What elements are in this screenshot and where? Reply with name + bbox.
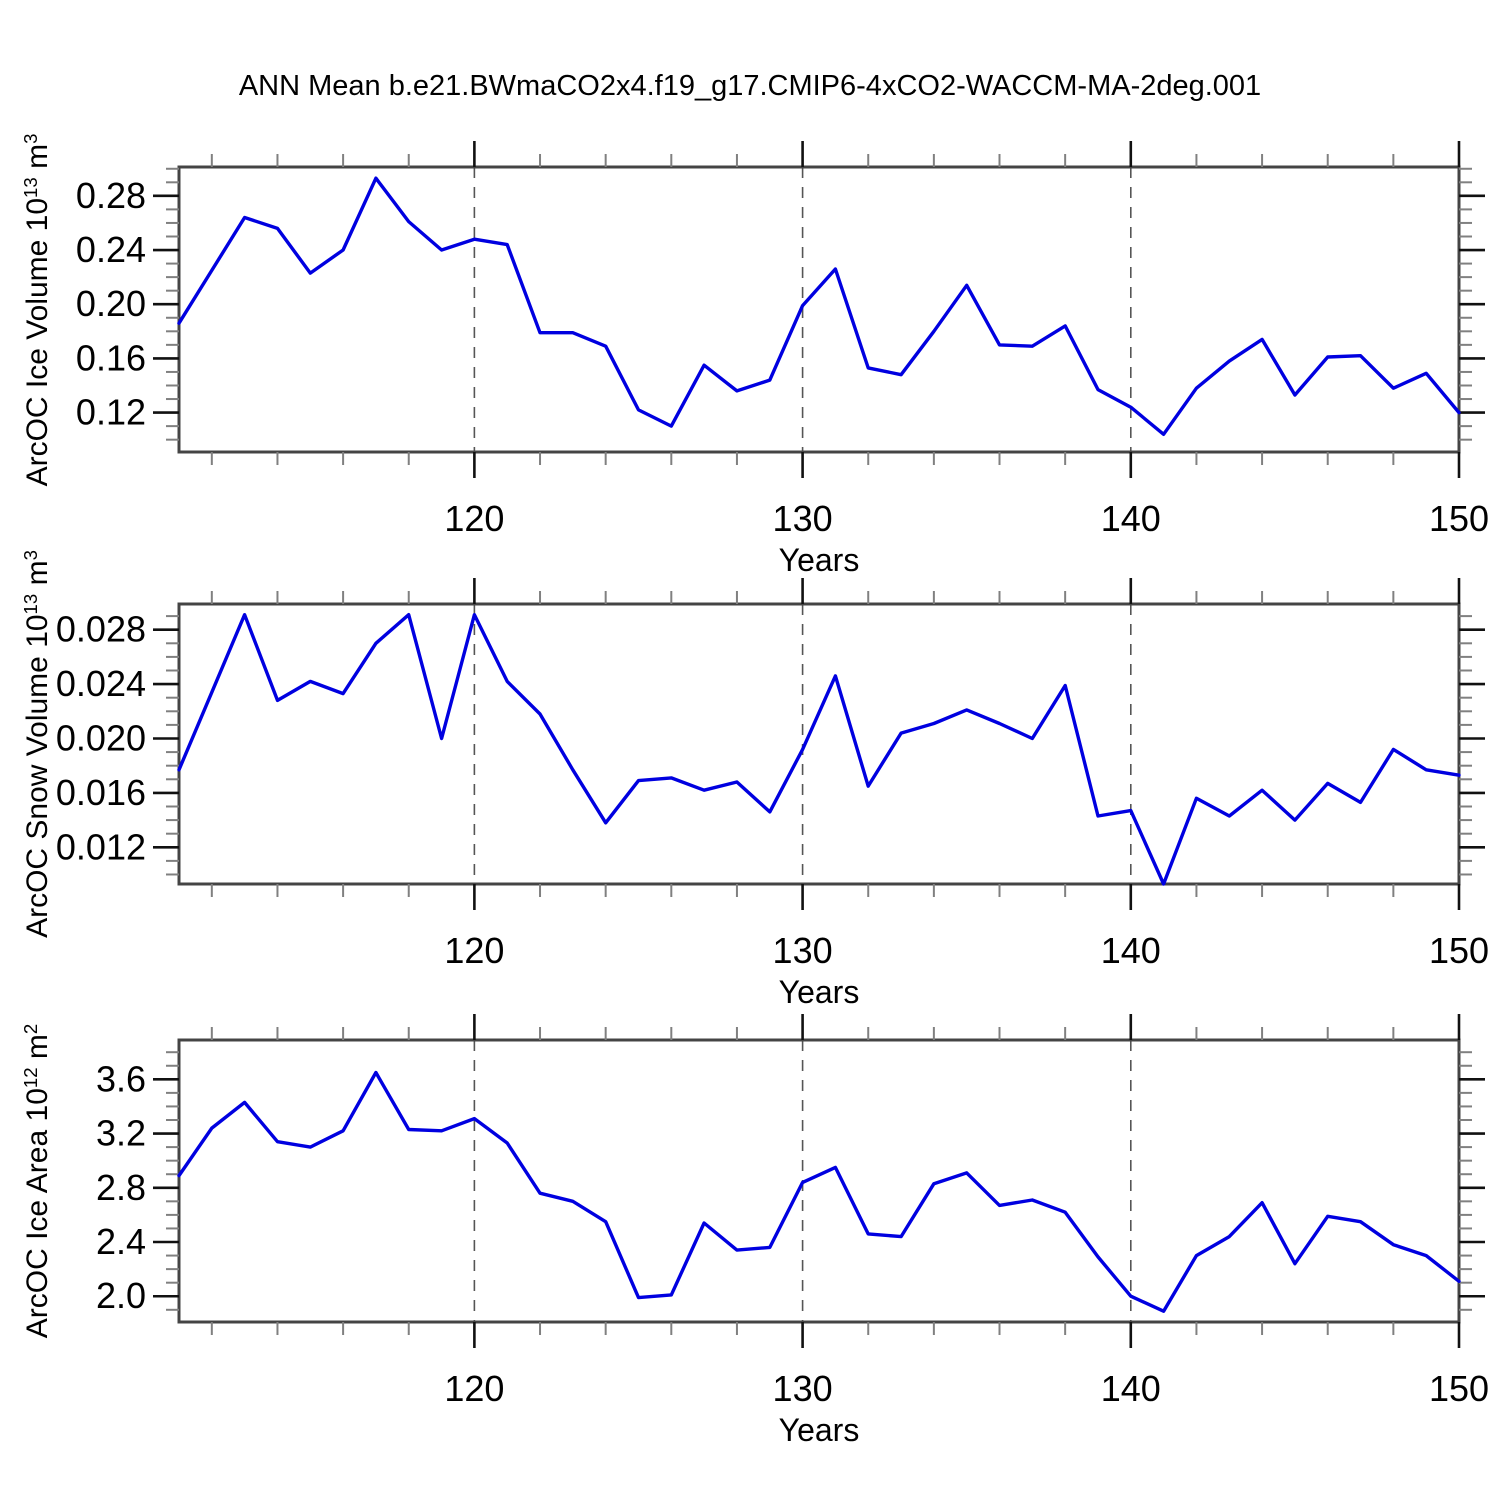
y-tick-label: 2.0 bbox=[96, 1275, 146, 1316]
plot-border bbox=[177, 165, 1461, 454]
figure-title: ANN Mean b.e21.BWmaCO2x4.f19_g17.CMIP6-4… bbox=[238, 70, 1262, 102]
x-axis-label: Years bbox=[779, 974, 860, 1010]
y-tick-label: 0.024 bbox=[56, 663, 146, 704]
y-tick-label: 2.4 bbox=[96, 1221, 146, 1262]
y-tick-label: 2.8 bbox=[96, 1167, 146, 1208]
y-tick-label: 0.20 bbox=[76, 283, 146, 324]
plot-border bbox=[177, 1038, 1461, 1324]
x-tick-label: 130 bbox=[773, 1368, 833, 1409]
x-axis-label: Years bbox=[779, 542, 860, 578]
y-tick-label: 0.24 bbox=[76, 229, 146, 270]
plot-border bbox=[177, 602, 1461, 886]
x-tick-label: 120 bbox=[444, 930, 504, 971]
x-tick-label: 120 bbox=[444, 1368, 504, 1409]
x-tick-label: 150 bbox=[1429, 930, 1489, 971]
x-tick-label: 140 bbox=[1101, 930, 1161, 971]
x-tick-label: 130 bbox=[773, 930, 833, 971]
x-tick-label: 120 bbox=[444, 498, 504, 539]
y-tick-label: 0.28 bbox=[76, 175, 146, 216]
data-line bbox=[177, 613, 1461, 886]
data-line bbox=[177, 1070, 1461, 1313]
y-tick-label: 0.028 bbox=[56, 609, 146, 650]
x-tick-label: 130 bbox=[773, 498, 833, 539]
data-line bbox=[177, 176, 1461, 436]
y-tick-label: 0.012 bbox=[56, 826, 146, 867]
y-tick-label: 0.020 bbox=[56, 717, 146, 758]
y-tick-label: 0.16 bbox=[76, 337, 146, 378]
y-tick-label: 0.12 bbox=[76, 392, 146, 433]
y-tick-label: 0.016 bbox=[56, 772, 146, 813]
x-tick-label: 140 bbox=[1101, 498, 1161, 539]
x-axis-label: Years bbox=[779, 1412, 860, 1448]
y-tick-label: 3.2 bbox=[96, 1113, 146, 1154]
x-tick-label: 150 bbox=[1429, 498, 1489, 539]
x-tick-label: 140 bbox=[1101, 1368, 1161, 1409]
y-tick-label: 3.6 bbox=[96, 1058, 146, 1099]
x-tick-label: 150 bbox=[1429, 1368, 1489, 1409]
